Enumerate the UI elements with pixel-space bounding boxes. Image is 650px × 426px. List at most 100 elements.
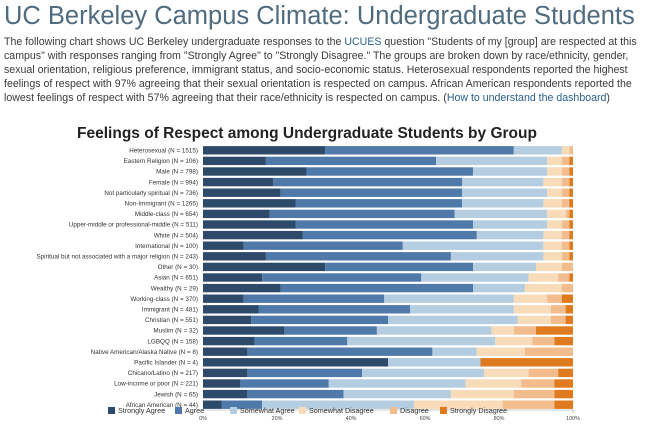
bar-somewhat-disagree[interactable] bbox=[547, 209, 566, 219]
bar-disagree[interactable] bbox=[513, 326, 536, 335]
bar-somewhat-disagree[interactable] bbox=[513, 294, 548, 303]
bar-strongly-disagree[interactable] bbox=[554, 336, 574, 346]
bar-agree[interactable] bbox=[247, 368, 363, 378]
bar-strongly-disagree[interactable] bbox=[554, 379, 574, 388]
bar-agree[interactable] bbox=[325, 262, 474, 272]
bar-agree[interactable] bbox=[258, 305, 411, 314]
bar-agree[interactable] bbox=[295, 220, 474, 229]
bar-somewhat-disagree[interactable] bbox=[484, 368, 529, 378]
bar-strongly-agree[interactable] bbox=[203, 358, 388, 367]
legend-item-strongly-agree[interactable]: Strongly Agree bbox=[108, 406, 165, 415]
bar-strongly-disagree[interactable] bbox=[561, 294, 573, 303]
bar-agree[interactable] bbox=[265, 252, 451, 261]
legend-item-disagree[interactable]: Disagree bbox=[390, 406, 429, 415]
legend-item-agree[interactable]: Agree bbox=[175, 406, 204, 415]
bar-somewhat-agree[interactable] bbox=[454, 209, 548, 219]
bar-disagree[interactable] bbox=[561, 177, 570, 187]
bar-somewhat-agree[interactable] bbox=[262, 400, 414, 409]
bar-somewhat-disagree[interactable] bbox=[547, 167, 562, 176]
bar-strongly-agree[interactable] bbox=[203, 220, 296, 229]
bar-agree[interactable] bbox=[280, 188, 462, 197]
bar-somewhat-disagree[interactable] bbox=[517, 315, 551, 325]
legend[interactable]: Strongly Agree Agree Somewhat Agree Somewha… bbox=[108, 406, 507, 415]
bar-disagree[interactable] bbox=[561, 188, 570, 197]
bar-somewhat-disagree[interactable] bbox=[528, 273, 559, 282]
bar-somewhat-agree[interactable] bbox=[432, 347, 477, 356]
bar-strongly-agree[interactable] bbox=[203, 305, 259, 314]
bar-agree[interactable] bbox=[247, 389, 344, 399]
bar-somewhat-agree[interactable] bbox=[347, 336, 496, 346]
bar-somewhat-disagree[interactable] bbox=[465, 379, 522, 388]
bar-somewhat-agree[interactable] bbox=[473, 262, 536, 272]
bar-somewhat-agree[interactable] bbox=[421, 273, 529, 282]
bar-strongly-agree[interactable] bbox=[203, 252, 266, 261]
bar-disagree[interactable] bbox=[550, 315, 566, 325]
bar-somewhat-disagree[interactable] bbox=[543, 241, 562, 250]
bar-strongly-disagree[interactable] bbox=[565, 305, 573, 314]
bar-somewhat-disagree[interactable] bbox=[543, 252, 562, 261]
bar-disagree[interactable] bbox=[524, 347, 573, 356]
bar-disagree[interactable] bbox=[561, 199, 570, 208]
bar-somewhat-agree[interactable] bbox=[473, 283, 525, 293]
bar-strongly-disagree[interactable] bbox=[569, 188, 573, 197]
bar-disagree[interactable] bbox=[558, 273, 570, 282]
bar-somewhat-agree[interactable] bbox=[462, 188, 548, 197]
bar-strongly-disagree[interactable] bbox=[569, 220, 573, 229]
bar-strongly-disagree[interactable] bbox=[536, 326, 573, 335]
bar-somewhat-disagree[interactable] bbox=[413, 400, 503, 409]
bar-somewhat-agree[interactable] bbox=[436, 156, 548, 166]
bar-agree[interactable] bbox=[240, 379, 329, 388]
bar-somewhat-agree[interactable] bbox=[450, 252, 544, 261]
bar-somewhat-agree[interactable] bbox=[476, 230, 544, 240]
bar-agree[interactable] bbox=[325, 146, 514, 155]
bar-somewhat-agree[interactable] bbox=[473, 167, 548, 176]
bar-disagree[interactable] bbox=[565, 209, 570, 219]
bar-strongly-disagree[interactable] bbox=[569, 230, 573, 240]
bar-somewhat-agree[interactable] bbox=[462, 177, 544, 187]
bar-strongly-agree[interactable] bbox=[203, 262, 326, 272]
bar-strongly-agree[interactable] bbox=[203, 167, 307, 176]
bar-strongly-agree[interactable] bbox=[203, 283, 281, 293]
bar-somewhat-disagree[interactable] bbox=[491, 326, 514, 335]
bar-strongly-disagree[interactable] bbox=[569, 199, 573, 208]
bar-strongly-disagree[interactable] bbox=[565, 315, 573, 325]
bar-somewhat-disagree[interactable] bbox=[547, 220, 562, 229]
bar-somewhat-agree[interactable] bbox=[362, 368, 485, 378]
bar-somewhat-disagree[interactable] bbox=[543, 199, 562, 208]
bar-somewhat-disagree[interactable] bbox=[547, 188, 562, 197]
bar-strongly-agree[interactable] bbox=[203, 389, 248, 399]
bar-strongly-agree[interactable] bbox=[203, 368, 248, 378]
bar-disagree[interactable] bbox=[528, 368, 559, 378]
bar-somewhat-disagree[interactable] bbox=[476, 347, 525, 356]
bar-disagree[interactable] bbox=[569, 146, 573, 155]
bar-strongly-agree[interactable] bbox=[203, 273, 263, 282]
bar-somewhat-disagree[interactable] bbox=[547, 156, 562, 166]
bar-agree[interactable] bbox=[251, 315, 388, 325]
bar-strongly-agree[interactable] bbox=[203, 326, 285, 335]
bar-agree[interactable] bbox=[265, 156, 437, 166]
bar-somewhat-agree[interactable] bbox=[328, 379, 466, 388]
bar-somewhat-agree[interactable] bbox=[376, 326, 492, 335]
bar-somewhat-agree[interactable] bbox=[384, 294, 514, 303]
bar-disagree[interactable] bbox=[561, 220, 570, 229]
bar-strongly-agree[interactable] bbox=[203, 294, 244, 303]
bar-somewhat-agree[interactable] bbox=[388, 358, 481, 367]
bar-somewhat-agree[interactable] bbox=[513, 146, 562, 155]
bar-strongly-disagree[interactable] bbox=[558, 368, 573, 378]
bar-agree[interactable] bbox=[273, 177, 462, 187]
bar-strongly-disagree[interactable] bbox=[569, 167, 573, 176]
bar-disagree[interactable] bbox=[561, 262, 573, 272]
bar-disagree[interactable] bbox=[550, 305, 566, 314]
bar-somewhat-disagree[interactable] bbox=[495, 336, 533, 346]
bar-strongly-disagree[interactable] bbox=[569, 273, 573, 282]
bar-somewhat-disagree[interactable] bbox=[543, 177, 562, 187]
bar-somewhat-disagree[interactable] bbox=[524, 283, 562, 293]
bar-agree[interactable] bbox=[221, 400, 263, 409]
ucues-link[interactable]: UCUES bbox=[344, 36, 382, 48]
legend-item-strongly-disagree[interactable]: Strongly Disagree bbox=[440, 406, 507, 415]
bar-agree[interactable] bbox=[243, 241, 403, 250]
bar-strongly-agree[interactable] bbox=[203, 379, 240, 388]
bar-agree[interactable] bbox=[269, 209, 455, 219]
bar-strongly-agree[interactable] bbox=[203, 156, 266, 166]
bar-disagree[interactable] bbox=[561, 167, 570, 176]
